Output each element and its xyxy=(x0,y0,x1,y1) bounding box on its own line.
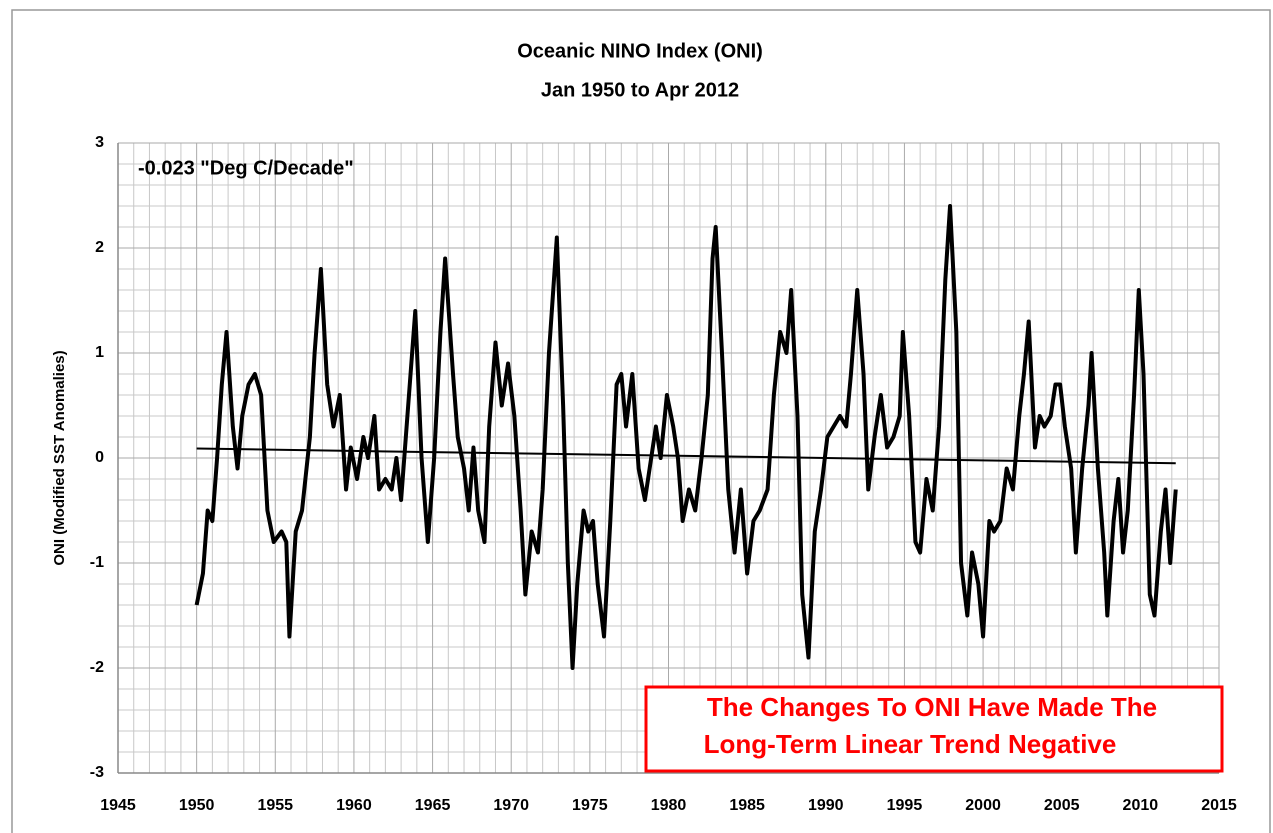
x-tick-label: 1995 xyxy=(887,797,923,814)
x-tick-label: 1975 xyxy=(572,797,608,814)
y-tick-label: 0 xyxy=(95,449,104,466)
annotation: Long-Term Linear Trend Negative xyxy=(704,729,1117,759)
chart-title: Oceanic NINO Index (ONI) xyxy=(517,40,763,62)
x-tick-label: 1990 xyxy=(808,797,844,814)
annotation-box xyxy=(644,685,1224,773)
chart-subtitle: Jan 1950 to Apr 2012 xyxy=(541,79,739,101)
x-tick-label: 1950 xyxy=(179,797,215,814)
y-tick-label: 3 xyxy=(95,134,104,151)
annotation: The Changes To ONI Have Made The xyxy=(707,692,1157,722)
y-tick-label: -3 xyxy=(90,764,104,781)
x-tick-label: 1945 xyxy=(100,797,136,814)
x-tick-label: 2015 xyxy=(1201,797,1237,814)
y-tick-label: 2 xyxy=(95,239,104,256)
x-tick-label: 1970 xyxy=(493,797,529,814)
x-tick-label: 1960 xyxy=(336,797,372,814)
annotation: -0.023 "Deg C/Decade" xyxy=(138,157,354,179)
y-tick-label: -1 xyxy=(90,554,104,571)
chart-frame xyxy=(11,9,1271,833)
trend-line xyxy=(196,447,1176,465)
x-tick-label: 1965 xyxy=(415,797,451,814)
x-tick-label: 1980 xyxy=(651,797,687,814)
x-tick-label: 2010 xyxy=(1123,797,1159,814)
x-tick-label: 2005 xyxy=(1044,797,1080,814)
y-tick-label: 1 xyxy=(95,344,104,361)
y-tick-label: -2 xyxy=(90,659,104,676)
x-tick-label: 2000 xyxy=(965,797,1001,814)
x-tick-label: 1955 xyxy=(257,797,293,814)
x-tick-label: 1985 xyxy=(729,797,765,814)
y-axis-label: ONI (Modified SST Anomalies) xyxy=(51,350,68,565)
